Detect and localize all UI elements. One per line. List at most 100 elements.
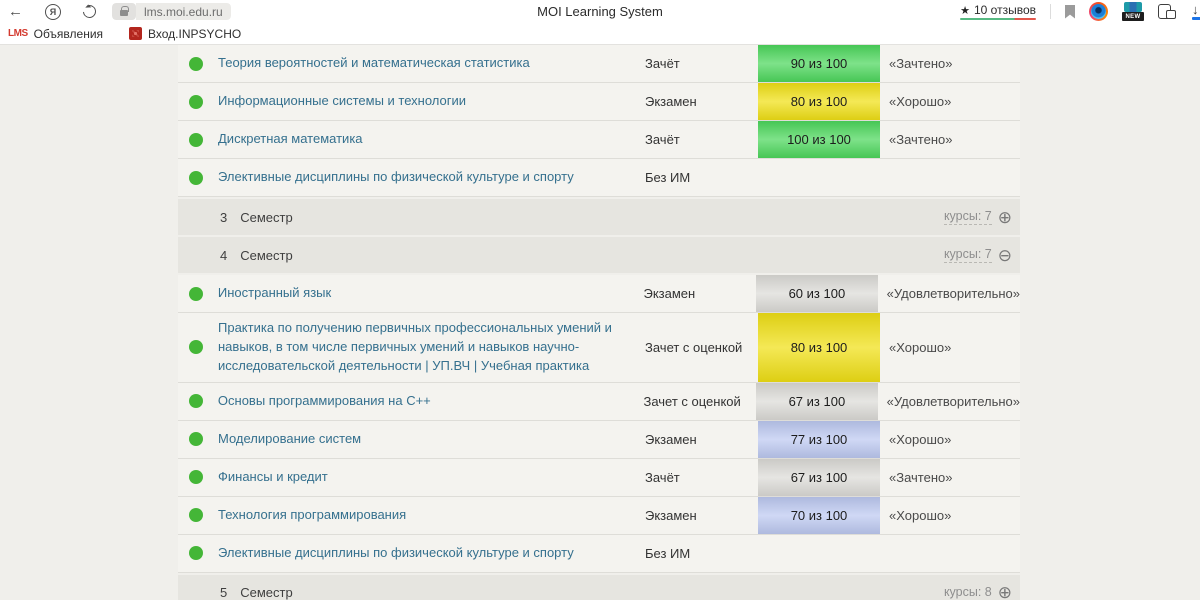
course-row: Моделирование систем Экзамен 77 из 100 «Хор…	[178, 420, 1020, 459]
grade-text: «Удовлетворительно»	[886, 286, 1020, 301]
score-badge: 67 из 100	[756, 382, 878, 420]
lms-logo-icon: LMS	[8, 28, 28, 39]
grade-text	[880, 159, 1020, 196]
address-bar[interactable]: lms.moi.edu.ru	[112, 3, 231, 20]
refresh-button[interactable]	[80, 2, 99, 21]
bookmarks-bar: LMS Объявления Вход.INPSYCHO	[0, 23, 1200, 45]
status-dot-icon	[189, 132, 203, 147]
crest-icon	[129, 27, 143, 40]
semester-courses-count-link[interactable]: курсы: 7	[943, 209, 992, 225]
course-name-link[interactable]: Основы программирования на C++	[217, 392, 431, 408]
status-dot-icon	[189, 94, 203, 109]
extension-art	[1124, 2, 1142, 12]
browser-toolbar: ← Я lms.moi.edu.ru MOI Learning System ★…	[0, 0, 1200, 23]
grade-text: «Удовлетворительно»	[886, 393, 1020, 409]
semester-header-row[interactable]: 4 Семестр курсы: 7 ⊖	[178, 237, 1020, 273]
toolbar-divider	[1050, 4, 1051, 19]
semester-toggle-collapse-icon[interactable]: ⊖	[997, 245, 1012, 265]
semester-header-row[interactable]: 3 Семестр курсы: 7 ⊕	[178, 199, 1020, 235]
score-badge: 100 из 100	[758, 121, 880, 158]
site-reviews-widget[interactable]: ★ 10 отзывов	[960, 3, 1036, 20]
grades-table: Теория вероятностей и математическая ста…	[178, 45, 1020, 600]
course-row: Информационные системы и технологии Экзам…	[178, 83, 1020, 121]
control-type-label: Зачёт	[645, 469, 680, 485]
status-dot-icon	[189, 432, 203, 447]
course-row: Теория вероятностей и математическая ста…	[178, 45, 1020, 83]
status-dot-icon	[189, 286, 203, 301]
course-row: Дискретная математика Зачёт 100 из 100 «Зач…	[178, 121, 1020, 159]
grade-text: «Хорошо»	[889, 507, 952, 523]
course-name-link[interactable]: Элективные дисциплины по физической куль…	[218, 169, 574, 185]
url-text[interactable]: lms.moi.edu.ru	[144, 4, 223, 19]
profile-avatar[interactable]	[1089, 2, 1108, 21]
status-dot-icon	[189, 508, 203, 523]
grade-text: «Зачтено»	[889, 132, 953, 147]
bookmark-announcements[interactable]: LMS Объявления	[8, 27, 103, 41]
grade-text: «Хорошо»	[889, 431, 952, 447]
semester-label: Семестр	[240, 247, 293, 263]
grade-text: «Зачтено»	[889, 469, 953, 485]
course-name-link[interactable]: Элективные дисциплины по физической куль…	[218, 544, 574, 560]
course-row: Элективные дисциплины по физической куль…	[178, 159, 1020, 197]
course-name-link[interactable]: Моделирование систем	[218, 430, 362, 446]
semester-courses-count-link[interactable]: курсы: 8	[943, 584, 992, 600]
control-type-label: Экзамен	[645, 94, 697, 109]
status-dot-icon	[189, 546, 203, 561]
yandex-browser-icon[interactable]: Я	[45, 3, 61, 20]
status-dot-icon	[189, 56, 203, 71]
semester-header-row[interactable]: 5 Семестр курсы: 8 ⊕	[178, 574, 1020, 600]
semester-toggle-expand-icon[interactable]: ⊕	[997, 583, 1012, 600]
score-badge: 70 из 100	[758, 496, 880, 534]
tab-groups-icon[interactable]	[1158, 4, 1176, 19]
course-row: Финансы и кредит Зачёт 67 из 100 «Зачтено»	[178, 458, 1020, 497]
course-name-link[interactable]: Теория вероятностей и математическая ста…	[218, 55, 530, 71]
control-type-label: Экзамен	[645, 507, 697, 523]
control-type-label: Зачёт	[645, 56, 680, 71]
semester-toggle-expand-icon[interactable]: ⊕	[997, 207, 1012, 227]
status-dot-icon	[189, 394, 203, 409]
course-row: Элективные дисциплины по физической куль…	[178, 534, 1020, 573]
semester-label: Семестр	[240, 209, 293, 225]
back-button[interactable]: ←	[8, 3, 23, 20]
course-name-link[interactable]: Финансы и кредит	[218, 468, 328, 484]
course-row: Иностранный язык Экзамен 60 из 100 «Удовлет…	[178, 275, 1020, 313]
grade-text: «Зачтено»	[889, 56, 953, 71]
bookmark-label: Объявления	[33, 26, 104, 41]
control-type-label: Зачет с оценкой	[645, 339, 743, 355]
new-badge: NEW	[1122, 12, 1144, 21]
bookmark-label: Вход.INPSYCHO	[148, 26, 242, 41]
reviews-rating-bar	[960, 17, 1036, 20]
score-badge: 60 из 100	[756, 275, 878, 312]
course-row: Технология программирования Экзамен 70 из …	[178, 496, 1020, 535]
control-type-label: Экзамен	[645, 431, 697, 447]
course-row: Практика по получению первичных професси…	[178, 313, 1020, 383]
control-type-label: Без ИМ	[645, 170, 691, 185]
control-type-label: Зачет с оценкой	[643, 393, 741, 409]
score-badge: 80 из 100	[758, 83, 880, 120]
grade-text: «Хорошо»	[889, 339, 952, 355]
avatar-art	[1091, 4, 1106, 19]
status-dot-icon	[189, 470, 203, 485]
course-name-link[interactable]: Технология программирования	[218, 506, 407, 522]
secure-lock-icon[interactable]	[112, 3, 136, 20]
score-badge: 67 из 100	[758, 458, 880, 496]
course-name-link[interactable]: Дискретная математика	[218, 131, 363, 147]
grade-text: «Хорошо»	[889, 94, 952, 109]
grade-text	[880, 535, 1020, 572]
lms-page-content: Теория вероятностей и математическая ста…	[0, 45, 1200, 600]
downloads-icon[interactable]	[1190, 2, 1200, 20]
score-badge: 80 из 100	[758, 313, 880, 382]
score-badge: 90 из 100	[758, 45, 880, 82]
extension-new-icon[interactable]: NEW	[1122, 2, 1144, 21]
control-type-label: Без ИМ	[645, 545, 691, 561]
semester-number: 5	[220, 585, 228, 600]
status-dot-icon	[189, 170, 203, 185]
bookmark-inpsycho-login[interactable]: Вход.INPSYCHO	[129, 27, 241, 41]
course-name-link[interactable]: Практика по получению первичных професси…	[218, 320, 612, 373]
status-dot-icon	[189, 340, 203, 355]
course-name-link[interactable]: Иностранный язык	[217, 285, 332, 301]
bookmark-icon[interactable]	[1065, 4, 1075, 19]
semester-courses-count-link[interactable]: курсы: 7	[943, 247, 992, 263]
semester-label: Семестр	[240, 585, 293, 600]
course-name-link[interactable]: Информационные системы и технологии	[218, 93, 466, 109]
